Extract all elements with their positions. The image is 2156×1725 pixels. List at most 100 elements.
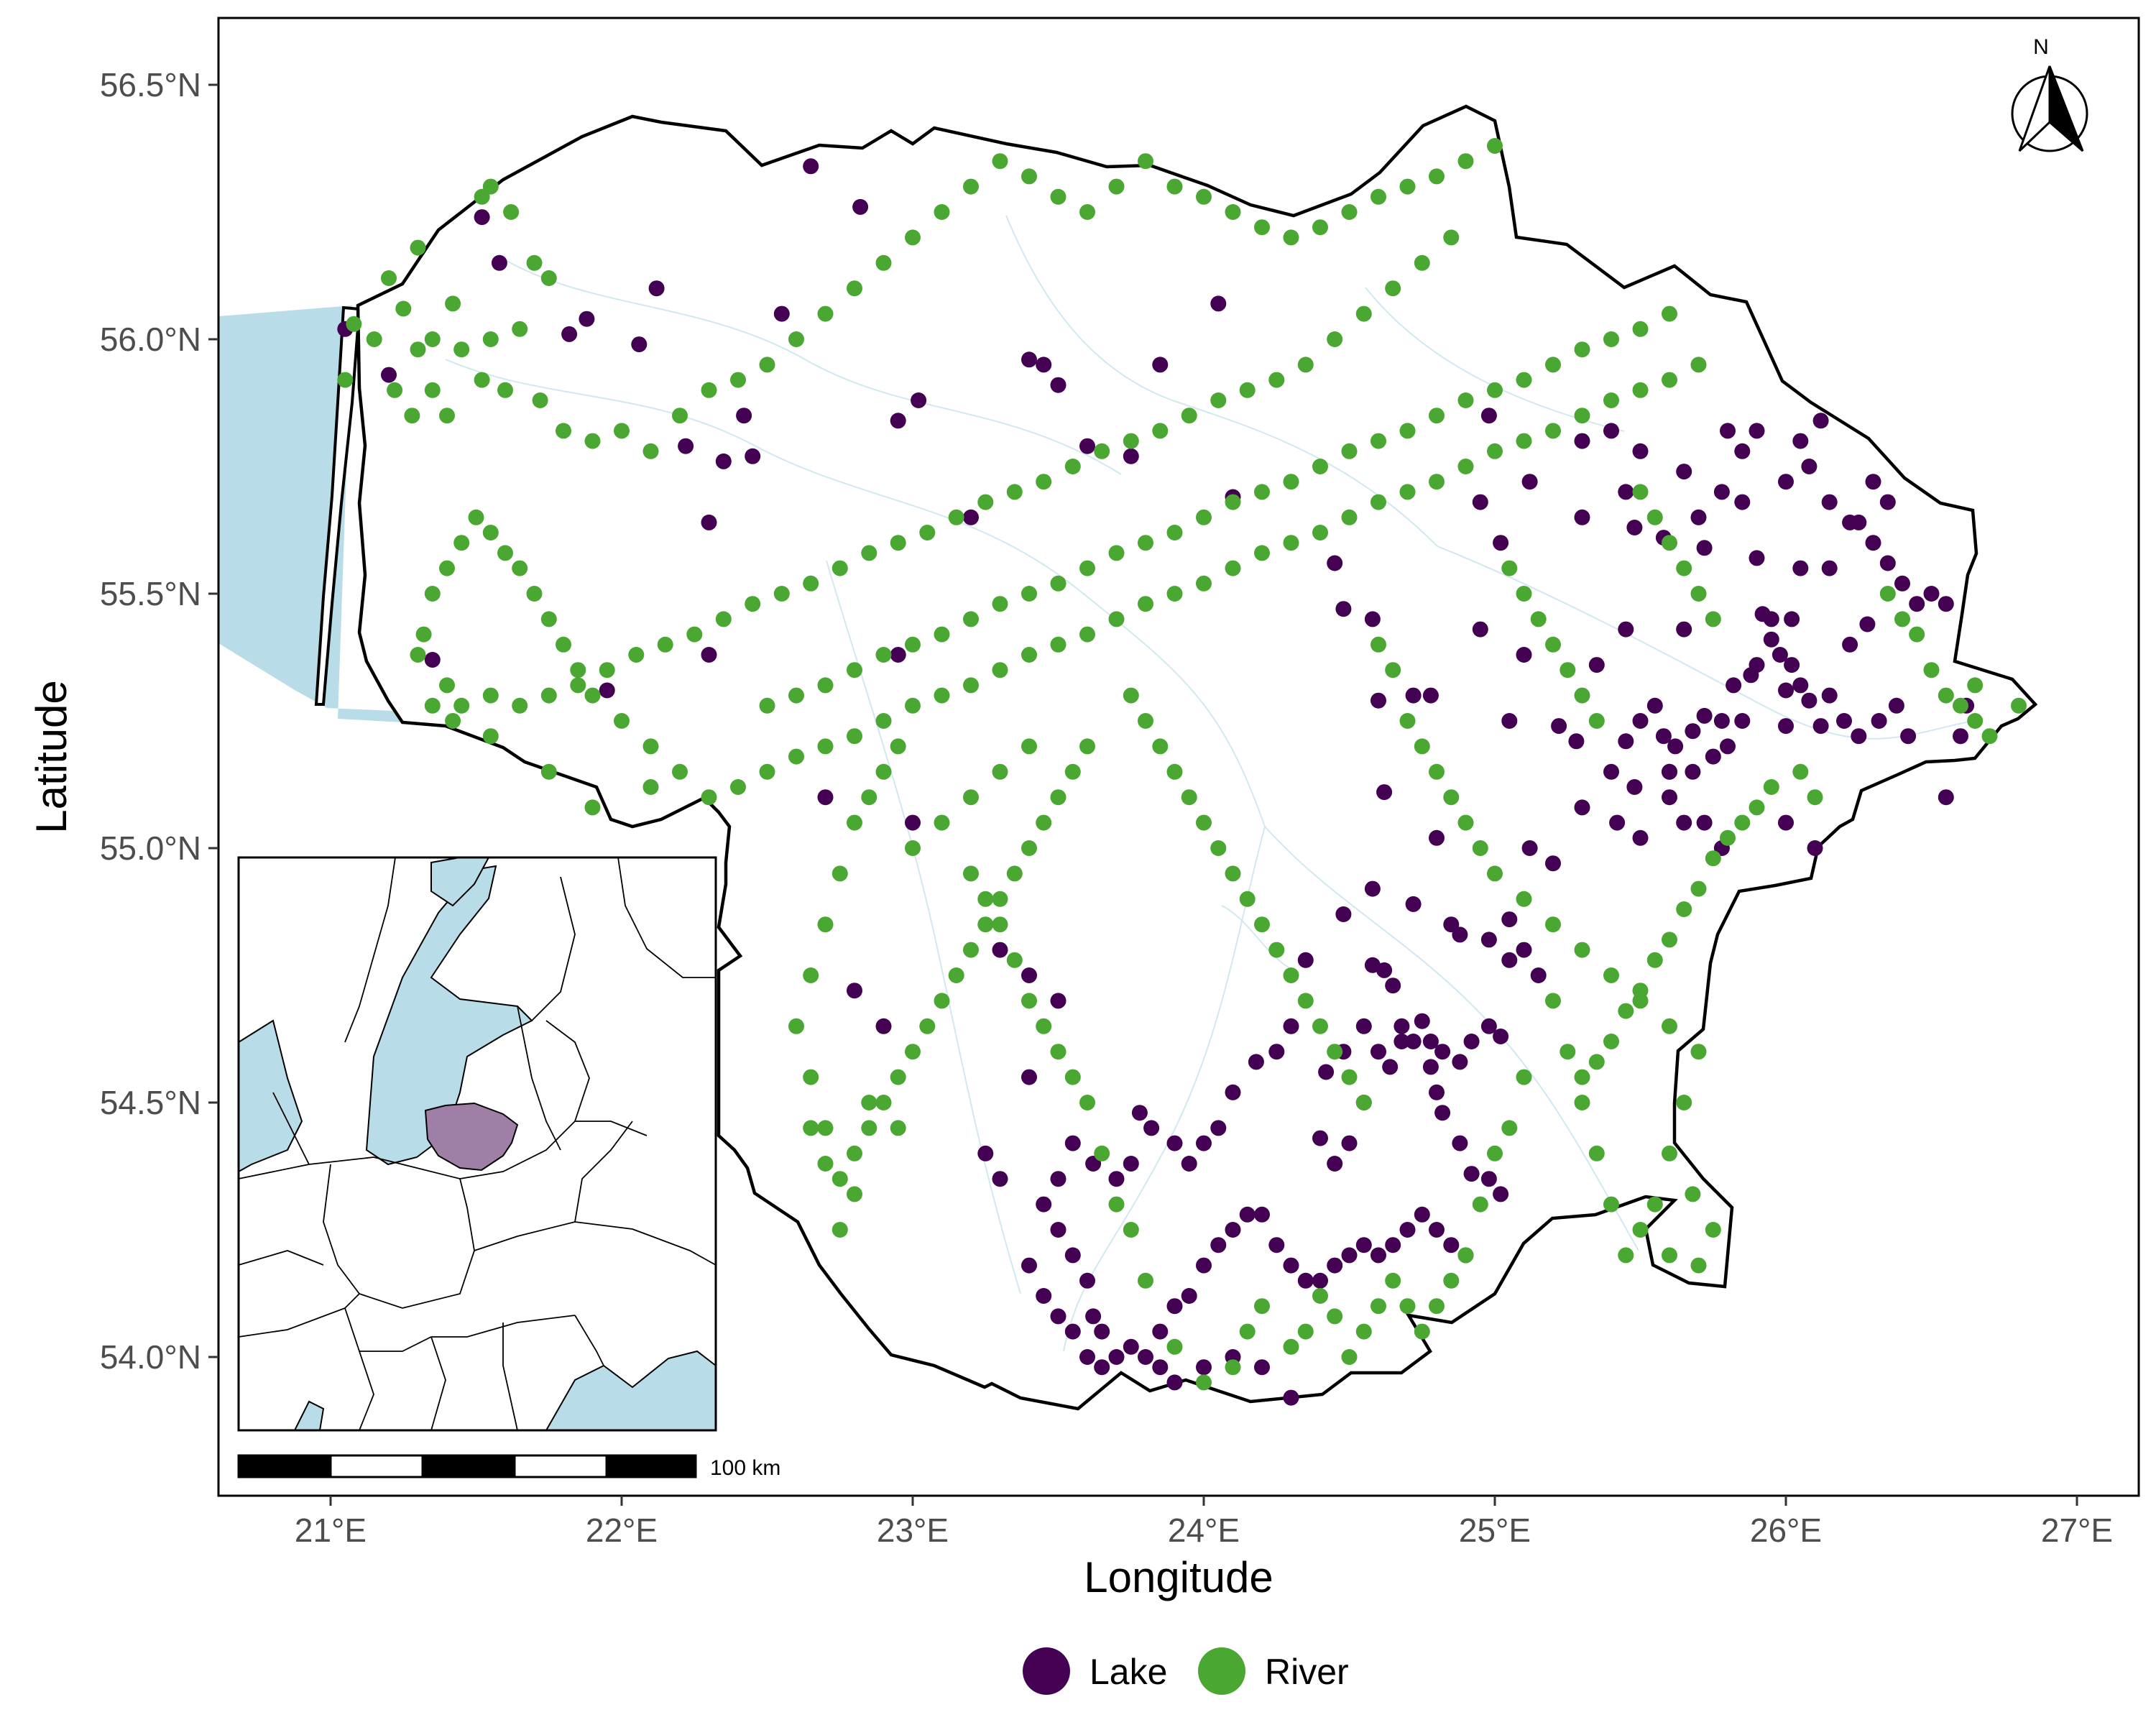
lake-site-point	[1676, 464, 1692, 480]
lake-site-point	[1283, 1389, 1299, 1406]
river-site-point	[556, 636, 571, 653]
lake-site-point	[1618, 621, 1634, 638]
river-site-point	[1297, 1323, 1314, 1340]
river-site-point	[817, 677, 834, 694]
x-tick-label: 23°E	[877, 1512, 949, 1549]
river-site-point	[1763, 779, 1779, 795]
river-site-point	[1385, 662, 1401, 678]
river-site-point	[934, 993, 950, 1009]
river-site-point	[1385, 280, 1401, 297]
legend-label-lake: Lake	[1089, 1652, 1167, 1692]
lake-site-point	[701, 647, 717, 663]
river-site-point	[1516, 372, 1532, 388]
river-site-point	[445, 295, 461, 312]
river-site-point	[599, 662, 615, 678]
river-site-point	[1705, 1222, 1721, 1238]
river-site-point	[642, 779, 659, 795]
lake-site-point	[1422, 1034, 1439, 1049]
river-site-point	[1632, 321, 1649, 337]
river-site-point	[1429, 168, 1445, 185]
river-site-point	[1196, 509, 1212, 525]
lake-site-point	[1551, 718, 1567, 735]
river-site-point	[1079, 560, 1095, 576]
river-site-point	[686, 626, 703, 643]
lake-site-point	[1778, 682, 1794, 699]
river-site-point	[1050, 636, 1067, 653]
lake-site-point	[1021, 351, 1037, 368]
river-site-point	[1588, 1054, 1605, 1070]
river-site-point	[1399, 1298, 1416, 1315]
river-site-point	[1050, 1044, 1067, 1060]
lake-site-point	[1720, 738, 1736, 755]
river-site-point	[759, 697, 775, 714]
river-site-point	[1399, 178, 1416, 195]
scale-bar: 100 km	[237, 1454, 780, 1480]
river-site-point	[1443, 789, 1460, 806]
lake-site-point	[1493, 1029, 1509, 1044]
river-site-point	[395, 300, 412, 317]
lake-site-point	[1021, 967, 1037, 983]
lake-site-point	[1865, 535, 1881, 551]
lake-site-point	[1879, 555, 1896, 571]
river-site-point	[1341, 1069, 1358, 1085]
lake-site-point	[1370, 1247, 1386, 1264]
river-site-point	[1355, 1095, 1372, 1110]
river-site-point	[1690, 356, 1707, 373]
lake-site-point	[1480, 1018, 1497, 1034]
river-site-point	[1196, 1374, 1212, 1391]
river-site-point	[415, 626, 432, 643]
river-site-point	[453, 697, 470, 714]
lake-site-point	[1871, 713, 1887, 729]
river-site-point	[1792, 763, 1809, 780]
river-site-point	[1312, 525, 1328, 540]
lake-site-point	[1463, 1034, 1480, 1049]
river-site-point	[1327, 1044, 1343, 1060]
river-site-point	[1545, 356, 1561, 373]
river-site-point	[1036, 814, 1052, 831]
lake-site-point	[1726, 677, 1742, 694]
panel-border	[217, 17, 2140, 1497]
lake-points	[337, 158, 1975, 1406]
river-site-point	[1603, 1034, 1619, 1049]
river-site-point	[503, 204, 520, 220]
river-site-point	[1574, 1069, 1590, 1085]
river-site-point	[1646, 509, 1663, 525]
river-site-point	[1327, 1308, 1343, 1325]
lake-site-point	[715, 453, 732, 469]
river-site-point	[919, 1018, 936, 1034]
lake-site-point	[1472, 621, 1488, 638]
river-site-point	[759, 763, 775, 780]
river-site-point	[905, 636, 921, 653]
lake-site-point	[1429, 1084, 1445, 1100]
lake-site-point	[1923, 586, 1940, 602]
lake-site-point	[1516, 647, 1532, 663]
river-site-point	[410, 647, 426, 663]
lake-site-point	[1248, 1054, 1264, 1070]
lake-site-point	[1094, 1323, 1110, 1340]
river-site-point	[672, 763, 688, 780]
lake-site-point	[1749, 550, 1765, 566]
river-site-point	[497, 382, 513, 398]
lake-site-point	[1763, 631, 1779, 648]
lake-site-point	[1676, 814, 1692, 831]
river-site-point	[831, 865, 848, 882]
river-site-point	[1239, 1323, 1256, 1340]
legend: Lake River	[1023, 1647, 1349, 1695]
lake-site-point	[1036, 356, 1052, 373]
river-site-point	[482, 331, 499, 347]
lake-site-point	[1434, 1044, 1451, 1060]
river-site-point	[875, 713, 892, 729]
river-site-point	[614, 713, 630, 729]
lake-site-point	[1696, 707, 1713, 724]
lake-site-point	[911, 392, 927, 408]
lake-site-point	[1480, 408, 1497, 424]
river-site-point	[1632, 484, 1649, 500]
lake-site-point	[1123, 448, 1139, 464]
lake-site-point	[1696, 814, 1713, 831]
river-site-point	[1152, 423, 1169, 439]
river-site-point	[1603, 392, 1619, 408]
river-site-point	[1457, 814, 1474, 831]
river-site-point	[1225, 560, 1241, 576]
river-site-point	[992, 916, 1008, 933]
river-site-point	[1254, 1298, 1270, 1315]
